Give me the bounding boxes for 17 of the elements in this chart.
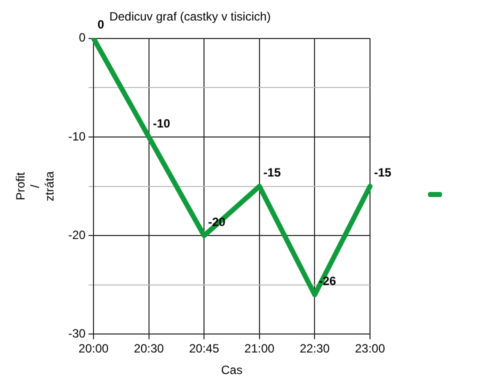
- y-tick-label: 0: [78, 30, 86, 45]
- x-tick-label: 23:00: [354, 342, 386, 356]
- x-tick-label: 20:00: [78, 342, 109, 356]
- data-label: -15: [374, 166, 392, 180]
- y-tick-label: -20: [68, 228, 86, 242]
- x-axis-title: Cas: [221, 363, 242, 378]
- chart-title: Dedicuv graf (castky v tisicich): [109, 10, 271, 24]
- y-tick-label: -30: [68, 326, 86, 341]
- data-label: 0: [98, 18, 105, 32]
- y-tick-label: -10: [68, 129, 86, 144]
- x-tick-label: 21:00: [244, 342, 275, 356]
- data-label: -15: [263, 166, 282, 180]
- x-tick-label: 20:30: [134, 342, 164, 356]
- x-tick-label: 22:30: [300, 342, 330, 356]
- x-tick-label: 20:45: [189, 342, 220, 356]
- data-label: -10: [152, 116, 171, 130]
- y-axis-title: Profit / ztráta: [14, 170, 56, 202]
